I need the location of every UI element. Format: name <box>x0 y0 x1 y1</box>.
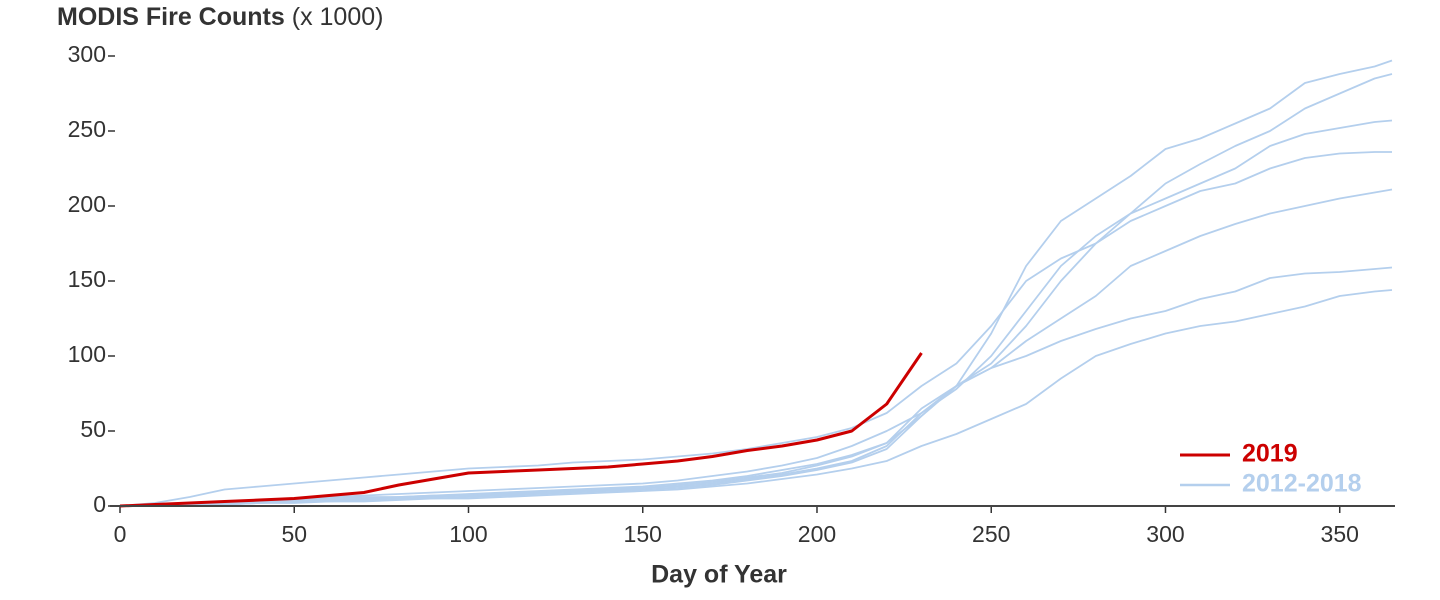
series-line <box>119 352 923 508</box>
chart-title-group: MODIS Fire Counts (x 1000) <box>57 3 383 31</box>
legend-label: 2012-2018 <box>1242 470 1362 498</box>
y-tick-label: 150 <box>68 266 106 292</box>
chart-title: MODIS Fire Counts <box>57 3 285 31</box>
series-line <box>120 289 1393 507</box>
y-tick-label: 50 <box>80 416 106 442</box>
x-tick-label: 250 <box>972 521 1010 547</box>
y-tick-label: 100 <box>68 341 106 367</box>
legend-label: 2019 <box>1242 440 1298 468</box>
series-line <box>119 59 1393 507</box>
series-line <box>119 151 1392 507</box>
chart-title-unit: (x 1000) <box>292 3 384 31</box>
y-tick-label: 250 <box>68 116 106 142</box>
x-tick-label: 0 <box>114 521 127 547</box>
x-tick-label: 200 <box>798 521 836 547</box>
series-line <box>119 73 1393 507</box>
y-tick-label: 300 <box>68 41 106 67</box>
x-tick-label: 100 <box>449 521 487 547</box>
series-line <box>120 188 1393 507</box>
x-axis-label: Day of Year <box>651 561 787 589</box>
x-tick-label: 50 <box>281 521 307 547</box>
y-tick-label: 0 <box>93 491 106 517</box>
y-tick-label: 200 <box>68 191 106 217</box>
x-tick-label: 150 <box>624 521 662 547</box>
series-line <box>119 119 1393 507</box>
x-tick-label: 350 <box>1321 521 1359 547</box>
x-tick-label: 300 <box>1146 521 1184 547</box>
